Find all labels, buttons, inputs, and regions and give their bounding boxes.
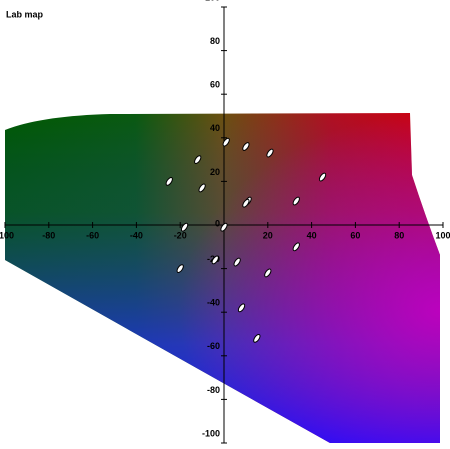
y-tick-label: -100 xyxy=(202,428,220,438)
point xyxy=(198,183,206,193)
point xyxy=(318,172,327,182)
y-tick-label: -60 xyxy=(207,341,220,351)
x-tick-label: -80 xyxy=(42,230,55,240)
gamut-background xyxy=(5,113,440,443)
point xyxy=(220,222,228,232)
y-tick-label: 80 xyxy=(210,36,220,46)
x-tick-label: -20 xyxy=(174,230,187,240)
x-tick-label: 80 xyxy=(394,230,404,240)
point xyxy=(233,257,241,267)
point xyxy=(242,198,250,208)
y-tick-label: 20 xyxy=(210,167,220,177)
point xyxy=(292,242,300,252)
x-tick-label: 100 xyxy=(435,230,450,240)
point xyxy=(292,196,300,206)
point xyxy=(180,222,189,232)
y-tick-label: 40 xyxy=(210,123,220,133)
point xyxy=(237,303,246,313)
point xyxy=(176,264,184,273)
point xyxy=(211,255,219,265)
point xyxy=(222,137,230,147)
y-tick-label: 60 xyxy=(210,80,220,90)
point xyxy=(194,155,202,164)
y-tick-label: -40 xyxy=(207,298,220,308)
point xyxy=(266,148,274,158)
x-tick-label: -40 xyxy=(130,230,143,240)
point xyxy=(242,142,250,151)
y-tick-label: 0 xyxy=(215,218,220,228)
x-tick-label: 20 xyxy=(263,230,273,240)
chart-title: Lab map xyxy=(6,9,44,19)
x-tick-label: 40 xyxy=(307,230,317,240)
point xyxy=(253,333,261,343)
x-tick-label: -100 xyxy=(0,230,14,240)
y-tick-label: 100 xyxy=(205,0,220,2)
y-tick-label: -80 xyxy=(207,385,220,395)
point xyxy=(264,268,272,278)
x-tick-label: -60 xyxy=(86,230,99,240)
point xyxy=(165,177,173,186)
x-tick-label: 60 xyxy=(350,230,360,240)
